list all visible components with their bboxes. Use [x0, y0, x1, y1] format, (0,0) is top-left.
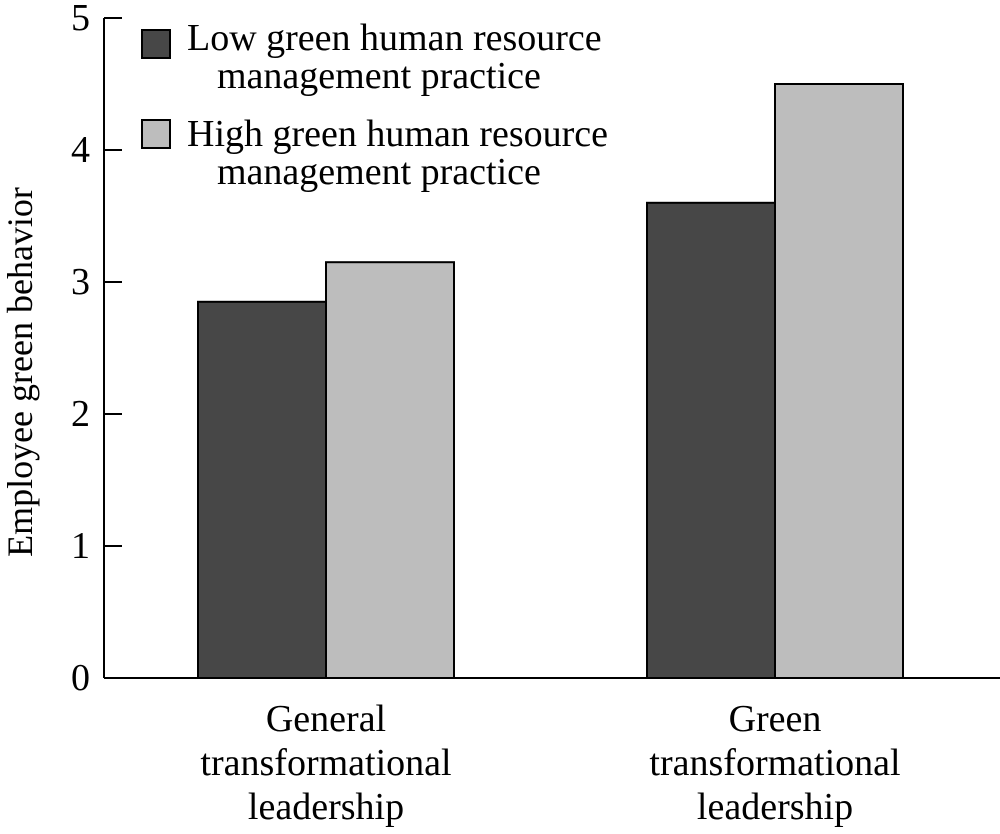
x-category-label-line: General [266, 698, 386, 740]
legend: Low green human resource management pract… [141, 17, 608, 193]
x-category-label-line: Green [729, 698, 822, 740]
x-category-label-line: transformational [649, 742, 900, 784]
legend-label-low: Low green human resource management pract… [187, 17, 602, 97]
bars-group [197, 83, 904, 680]
legend-label-line: Low green human resource [187, 17, 602, 59]
legend-label-high: High green human resource management prac… [187, 113, 608, 193]
y-tick-label: 1 [71, 525, 90, 567]
x-category-label-line: leadership [697, 786, 853, 828]
y-tick-label: 3 [71, 261, 90, 303]
y-axis-title-group: Employee green behavior [0, 187, 40, 557]
y-tick-label: 2 [71, 393, 90, 435]
axes-group [103, 18, 1000, 679]
bar-low-green [646, 201, 776, 680]
legend-swatch-high [141, 119, 171, 149]
y-axis-title: Employee green behavior [0, 187, 40, 557]
x-category-label: Green transformational leadership [649, 698, 900, 828]
x-category-label: General transformational leadership [200, 698, 451, 828]
legend-label-line: High green human resource [187, 113, 608, 155]
x-category-label-line: transformational [200, 742, 451, 784]
bar-high-general [325, 261, 455, 679]
y-ticks-group: 0 1 2 3 4 5 [71, 0, 122, 699]
legend-swatch-low [141, 29, 171, 59]
bar-low-general [197, 300, 327, 679]
x-category-label-line: leadership [248, 786, 404, 828]
legend-label-line: management practice [217, 151, 541, 193]
y-tick-label: 0 [71, 657, 90, 699]
y-tick-label: 5 [71, 0, 90, 39]
legend-label-line: management practice [217, 55, 541, 97]
y-tick-label: 4 [71, 129, 90, 171]
bar-high-green [774, 83, 904, 679]
